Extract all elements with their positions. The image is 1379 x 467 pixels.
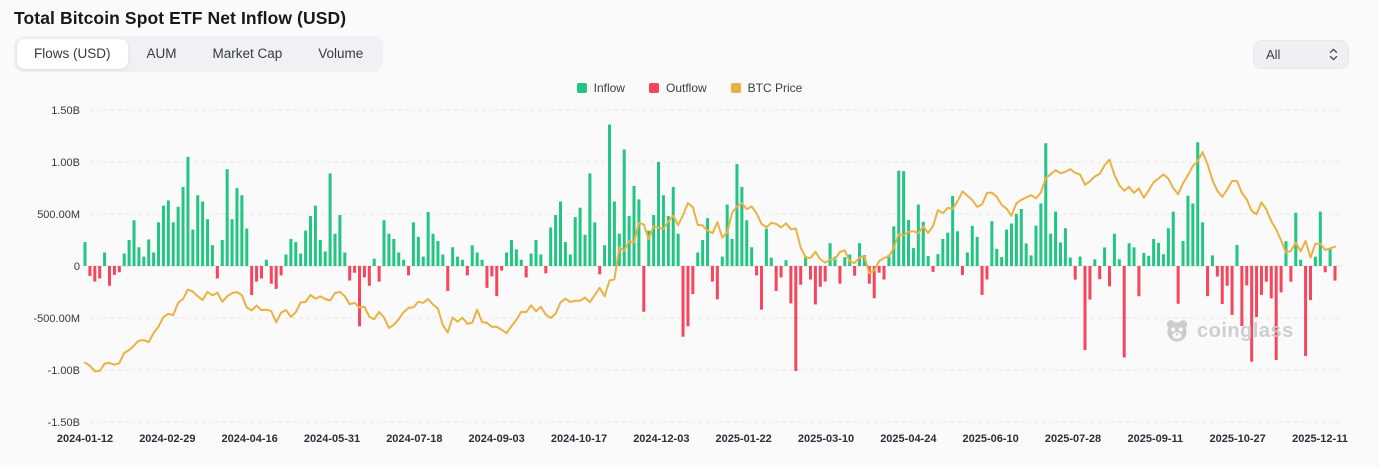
tab-aum[interactable]: AUM (146, 46, 177, 61)
svg-text:2024-09-03: 2024-09-03 (469, 433, 525, 445)
legend-item-btc-price[interactable]: BTC Price (730, 81, 803, 95)
svg-text:1.50B: 1.50B (51, 105, 80, 117)
legend-label-btc-price: BTC Price (747, 81, 803, 95)
svg-text:0: 0 (74, 261, 80, 273)
svg-text:2025-09-11: 2025-09-11 (1127, 433, 1183, 445)
range-select-value: All (1266, 46, 1281, 62)
legend-label-inflow: Inflow (593, 81, 625, 95)
svg-text:2024-05-31: 2024-05-31 (304, 433, 360, 445)
svg-text:2024-07-18: 2024-07-18 (386, 433, 442, 445)
svg-text:1.00B: 1.00B (51, 157, 80, 169)
btc-price-swatch-icon (730, 83, 741, 93)
page-title: Total Bitcoin Spot ETF Net Inflow (USD) (14, 8, 347, 28)
tab-market-cap[interactable]: Market Cap (212, 46, 283, 61)
legend-label-outflow: Outflow (665, 81, 707, 95)
tab-flows-usd[interactable]: Flows (USD) (17, 39, 128, 69)
svg-text:2024-04-16: 2024-04-16 (222, 433, 278, 445)
svg-text:2025-06-10: 2025-06-10 (963, 433, 1019, 445)
svg-text:2025-03-10: 2025-03-10 (798, 433, 854, 445)
svg-text:2024-12-03: 2024-12-03 (633, 433, 689, 445)
chart-legend: Inflow Outflow BTC Price (0, 80, 1379, 96)
svg-text:500.00M: 500.00M (37, 209, 80, 221)
svg-text:-1.00B: -1.00B (48, 365, 80, 377)
legend-item-outflow[interactable]: Outflow (648, 81, 707, 95)
inflow-swatch-icon (576, 83, 587, 93)
tab-bar: Flows (USD) AUM Market Cap Volume (14, 36, 384, 72)
svg-text:2024-10-17: 2024-10-17 (551, 433, 607, 445)
svg-text:2024-01-12: 2024-01-12 (57, 433, 113, 445)
range-select[interactable]: All (1253, 39, 1349, 69)
outflow-swatch-icon (648, 83, 659, 93)
flows-chart[interactable]: 1.50B 1.00B 500.00M 0 -500.00M -1.00B -1.50B 20… (0, 98, 1379, 460)
chevron-up-down-icon (1328, 47, 1339, 62)
svg-text:2025-01-22: 2025-01-22 (716, 433, 772, 445)
svg-text:2025-10-27: 2025-10-27 (1210, 433, 1266, 445)
svg-text:-500.00M: -500.00M (34, 313, 80, 325)
toolbar: Flows (USD) AUM Market Cap Volume All (0, 36, 1379, 72)
flows-chart-svg[interactable]: 1.50B 1.00B 500.00M 0 -500.00M -1.00B -1.50B 20… (0, 98, 1379, 460)
tab-volume[interactable]: Volume (318, 46, 364, 61)
svg-text:2025-07-28: 2025-07-28 (1045, 433, 1101, 445)
legend-item-inflow[interactable]: Inflow (576, 81, 625, 95)
svg-text:2025-04-24: 2025-04-24 (880, 433, 937, 445)
svg-text:-1.50B: -1.50B (48, 417, 80, 429)
svg-text:2025-12-11: 2025-12-11 (1292, 433, 1348, 445)
svg-text:2024-02-29: 2024-02-29 (139, 433, 195, 445)
